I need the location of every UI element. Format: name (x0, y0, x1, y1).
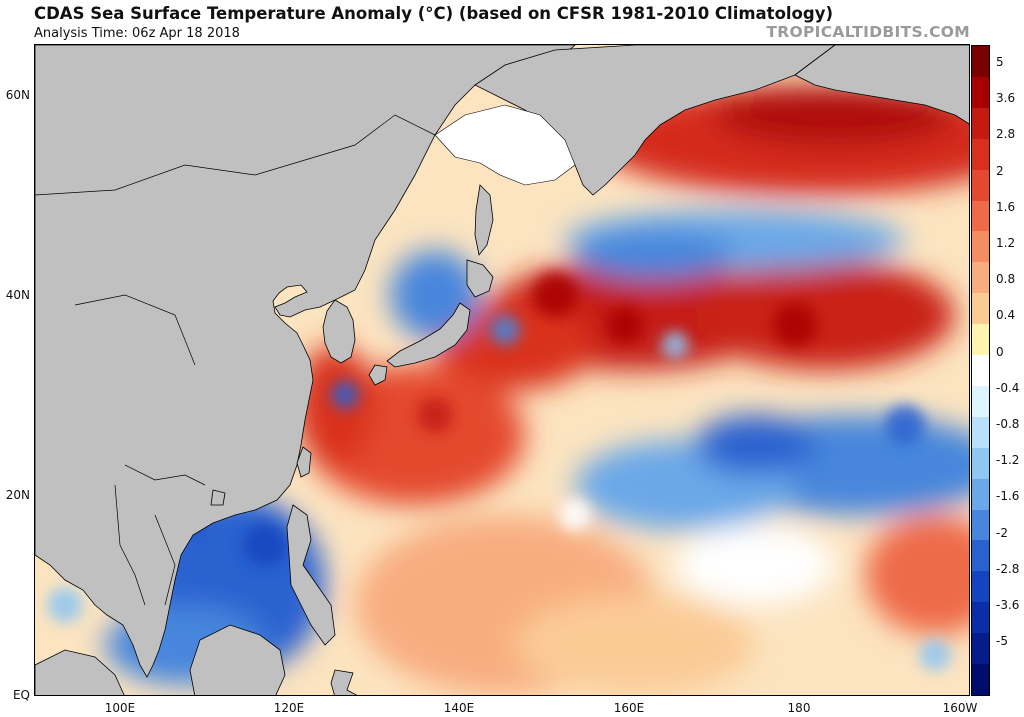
lon-label-100e: 100E (104, 701, 136, 715)
lon-label-160e: 160E (613, 701, 645, 715)
colorbar (971, 45, 990, 696)
colorbar-label: 2 (996, 163, 1004, 178)
colorbar-segment (972, 602, 989, 634)
colorbar-label: 1.2 (996, 236, 1016, 250)
colorbar-segment (972, 416, 989, 449)
lon-label-140e: 140E (443, 701, 475, 715)
brand-watermark: TROPICALTIDBITS.COM (766, 23, 970, 41)
colorbar-label: -3.6 (996, 598, 1020, 612)
colorbar-label: -1.2 (996, 453, 1020, 468)
colorbar-label: -5 (996, 634, 1008, 649)
hainan (210, 489, 226, 506)
sea-ice-okhotsk (434, 104, 576, 186)
lat-label-eq: EQ (12, 688, 30, 702)
lat-label-60n: 60N (5, 88, 30, 102)
colorbar-label: -2.8 (996, 561, 1020, 576)
colorbar-segment (972, 447, 989, 480)
colorbar-segment (972, 385, 989, 418)
sumatra (35, 649, 125, 695)
colorbar-segment (972, 200, 989, 232)
map-title: CDAS Sea Surface Temperature Anomaly (°C… (34, 4, 834, 23)
colorbar-label: -1.6 (996, 489, 1020, 504)
colorbar-label: 2.8 (996, 127, 1016, 142)
analysis-time: Analysis Time: 06z Apr 18 2018 (34, 26, 240, 41)
colorbar-label: 0 (996, 344, 1004, 359)
asia-mainland (35, 45, 576, 678)
colorbar-label: -0.4 (996, 380, 1020, 395)
hokkaido (466, 259, 494, 298)
kyushu (368, 364, 388, 386)
colorbar-label: -0.8 (996, 417, 1020, 431)
sst-anomaly-map (34, 44, 970, 696)
colorbar-segment (972, 355, 989, 387)
colorbar-segment (972, 231, 989, 263)
colorbar-segment (972, 540, 989, 572)
alaska (794, 45, 969, 125)
lon-label-160w: 160W (942, 701, 978, 715)
colorbar-label: 5 (996, 55, 1004, 69)
colorbar-label: 0.8 (996, 272, 1016, 287)
anomaly-field (105, 85, 969, 695)
lon-label-120e: 120E (273, 701, 305, 715)
lat-label-40n: 40N (5, 288, 30, 302)
country-borders (35, 114, 436, 606)
colorbar-segment (972, 293, 989, 325)
colorbar-label: 1.6 (996, 199, 1016, 214)
korea (322, 299, 356, 364)
colorbar-segment (972, 169, 989, 201)
colorbar-segment (972, 107, 989, 140)
colorbar-segment (972, 76, 989, 109)
colorbar-segment (972, 46, 989, 78)
philippines (286, 504, 336, 646)
colorbar-label: 0.4 (996, 308, 1016, 323)
borneo (189, 624, 286, 695)
lon-label-180: 180 (787, 701, 811, 715)
colorbar-segment (972, 509, 989, 541)
colorbar-segment (972, 138, 989, 171)
colorbar-label: 3.6 (996, 91, 1016, 106)
honshu (386, 302, 471, 368)
colorbar-segment (972, 633, 989, 665)
lat-label-20n: 20N (5, 488, 30, 502)
colorbar-segment (972, 571, 989, 603)
map-canvas (35, 45, 969, 695)
taiwan (296, 446, 312, 478)
sulawesi (330, 669, 358, 695)
colorbar-segment (972, 664, 989, 696)
colorbar-label: -2 (996, 525, 1008, 540)
sakhalin (474, 184, 494, 256)
colorbar-segment (972, 324, 989, 356)
colorbar-segment (972, 478, 989, 511)
colorbar-segment (972, 262, 989, 294)
